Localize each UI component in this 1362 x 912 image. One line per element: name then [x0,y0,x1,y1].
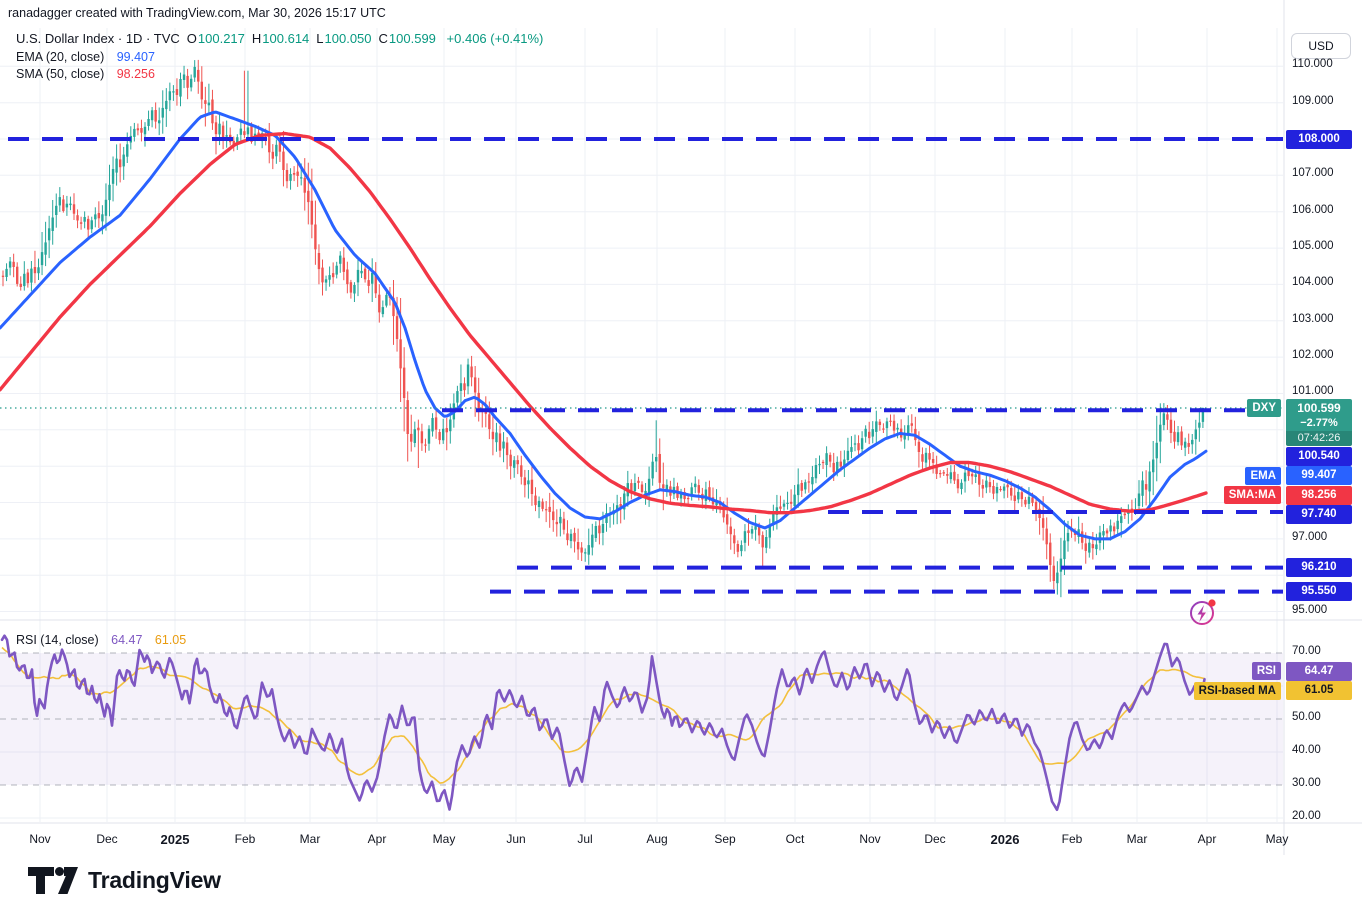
low-value: 100.050 [324,31,372,46]
close-value: 100.599 [388,31,436,46]
currency-button[interactable]: USD [1291,33,1351,59]
time-scale[interactable] [0,823,1284,855]
tradingview-logo-text: TradingView [88,867,221,893]
sma-legend-label[interactable]: SMA (50, close) [16,67,105,81]
main-legend: U.S. Dollar Index · 1D · TVC O100.217 H100… [16,28,543,83]
tradingview-logo[interactable]: TradingView [28,867,221,894]
rsi-legend: RSI (14, close) 64.47 61.05 [16,633,186,647]
notification-dot [1208,599,1216,607]
symbol-title[interactable]: U.S. Dollar Index · 1D · TVC [16,31,180,46]
change-value: +0.406 (+0.41%) [446,31,544,46]
high-value: 100.614 [262,31,310,46]
price-scale[interactable] [1284,28,1362,823]
close-label: C [378,31,388,46]
lightning-bolt [1197,605,1206,622]
open-label: O [186,31,197,46]
lightning-idea-icon[interactable] [1188,597,1218,627]
idea-circle [1190,601,1214,625]
rsi-legend-label[interactable]: RSI (14, close) [16,633,99,647]
low-label: L [316,31,324,46]
high-label: H [251,31,262,46]
rsi-ma-legend-value: 61.05 [154,633,187,647]
sma-legend-value: 98.256 [116,67,155,81]
tradingview-logo-mark [28,867,78,894]
watermark-text: ranadagger created with TradingView.com,… [8,6,386,20]
ema-legend-value: 99.407 [116,50,155,64]
rsi-legend-value: 64.47 [111,633,143,647]
open-value: 100.217 [197,31,245,46]
ema-legend-label[interactable]: EMA (20, close) [16,50,105,64]
